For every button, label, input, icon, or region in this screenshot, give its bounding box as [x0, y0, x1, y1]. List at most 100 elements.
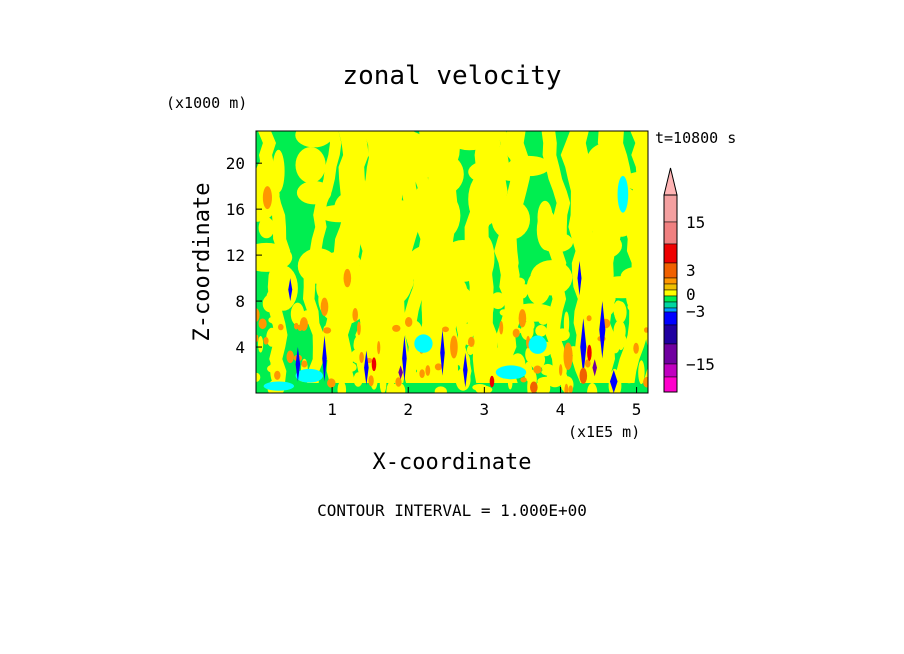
- warm-speckle: [274, 370, 281, 380]
- field-streak: [580, 318, 587, 376]
- positive-blob: [543, 263, 559, 288]
- positive-blob: [476, 279, 493, 292]
- field-patch: [617, 175, 629, 213]
- warm-speckle: [278, 323, 284, 331]
- positive-blob: [535, 325, 547, 337]
- field-patch: [518, 309, 527, 328]
- positive-blob: [296, 181, 332, 205]
- positive-blob: [466, 344, 474, 356]
- positive-blob: [563, 311, 570, 336]
- warm-speckle: [559, 364, 563, 376]
- positive-blob: [516, 285, 528, 299]
- positive-blob: [518, 301, 524, 308]
- warm-speckle: [499, 321, 504, 335]
- positive-blob: [535, 379, 551, 393]
- positive-blob: [316, 274, 332, 301]
- field-patch: [414, 334, 433, 353]
- colorbar-bin: [663, 283, 678, 291]
- y-tick-label: 4: [235, 338, 245, 357]
- positive-band: [541, 131, 571, 383]
- positive-blob: [258, 217, 275, 239]
- positive-blob: [346, 131, 360, 153]
- positive-blob: [621, 271, 636, 295]
- positive-blob: [589, 279, 595, 287]
- positive-blob: [594, 289, 611, 306]
- warm-speckle: [395, 377, 402, 387]
- warm-speckle: [468, 336, 475, 347]
- positive-blob: [460, 308, 468, 328]
- positive-blob: [396, 280, 405, 288]
- positive-blob: [627, 301, 645, 313]
- positive-blob: [622, 171, 648, 191]
- positive-blob: [271, 316, 280, 326]
- positive-blob: [256, 242, 293, 272]
- colorbar-bin: [663, 363, 678, 378]
- field-patch: [320, 297, 329, 317]
- positive-blob: [477, 334, 495, 349]
- field-patch: [371, 357, 377, 372]
- colorbar-bin: [663, 295, 678, 303]
- warm-speckle: [294, 322, 299, 330]
- positive-blob: [468, 172, 501, 227]
- positive-blob: [321, 251, 361, 273]
- positive-blob: [275, 307, 281, 315]
- colorbar-tick-label: 0: [686, 285, 696, 304]
- colorbar-frame: [663, 194, 678, 393]
- positive-blob: [537, 200, 553, 235]
- warm-speckle: [586, 315, 592, 322]
- positive-blob: [482, 342, 492, 361]
- positive-blob: [578, 202, 595, 240]
- positive-blob: [353, 372, 363, 387]
- field-streak: [398, 365, 403, 380]
- warm-speckle: [633, 342, 639, 354]
- warm-speckle: [434, 363, 442, 371]
- warm-speckle: [512, 328, 520, 338]
- positive-blob: [346, 282, 358, 306]
- positive-blob: [334, 191, 368, 225]
- warm-speckle: [419, 369, 425, 378]
- colorbar-tick-label: −3: [686, 302, 705, 321]
- field-patch: [450, 335, 458, 359]
- plot-field: [256, 131, 648, 393]
- warm-speckle: [377, 341, 381, 355]
- y-tick-label: 12: [226, 246, 245, 265]
- positive-blob: [455, 368, 471, 391]
- positive-blob: [542, 363, 554, 373]
- positive-blob: [262, 294, 278, 313]
- positive-band: [614, 131, 648, 383]
- positive-blob: [338, 276, 345, 293]
- warm-speckle: [263, 337, 269, 345]
- field-patch: [295, 368, 323, 383]
- colorbar: 15 3 0−3 −15: [663, 167, 715, 393]
- x-tick-label: 5: [632, 400, 642, 419]
- field-patch: [528, 335, 547, 354]
- positive-band: [355, 131, 385, 383]
- positive-blob: [353, 333, 372, 354]
- field-streak: [577, 260, 582, 296]
- positive-blob: [440, 240, 485, 282]
- colorbar-bin: [663, 194, 678, 223]
- x-tick-label: 2: [403, 400, 413, 419]
- positive-blob: [434, 386, 447, 393]
- warm-speckle: [256, 308, 260, 322]
- chart-title: zonal velocity: [342, 61, 561, 91]
- colorbar-bin: [663, 289, 678, 297]
- positive-blob: [379, 200, 426, 233]
- colorbar-bin: [663, 277, 678, 285]
- colorbar-bin: [663, 262, 678, 279]
- positive-blob: [445, 131, 494, 151]
- positive-blob: [266, 327, 278, 347]
- positive-blob: [333, 294, 350, 304]
- x-axis-ticks: 1 2 3 4 5: [327, 387, 641, 419]
- x-tick-label: 1: [327, 400, 337, 419]
- positive-blob: [529, 350, 546, 370]
- positive-blob: [337, 381, 347, 393]
- positive-band: [632, 131, 648, 383]
- field-streak: [592, 359, 598, 377]
- positive-blob: [584, 143, 623, 193]
- positive-region-layer: [256, 131, 648, 393]
- positive-blob: [509, 303, 557, 322]
- positive-blob: [273, 269, 280, 291]
- positive-blob: [272, 149, 285, 193]
- y-axis-ticks: 4 8 12 16 20: [226, 154, 262, 357]
